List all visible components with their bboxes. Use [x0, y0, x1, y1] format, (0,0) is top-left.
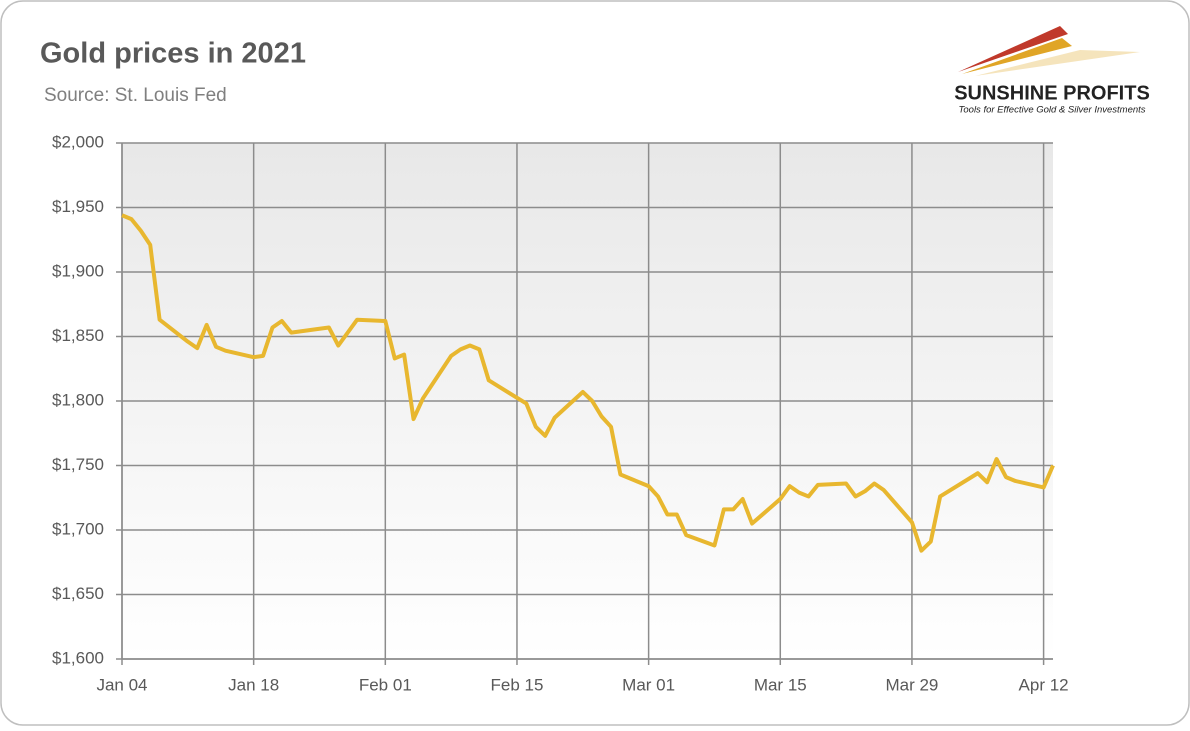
x-tick-label: Jan 18 — [228, 675, 279, 694]
y-tick-label: $1,900 — [52, 261, 104, 280]
x-tick-label: Mar 15 — [754, 675, 807, 694]
logo-streak — [958, 26, 1068, 72]
logo-name: SUNSHINE PROFITS — [954, 82, 1150, 104]
x-tick-label: Feb 15 — [491, 675, 544, 694]
x-tick-label: Jan 04 — [96, 675, 147, 694]
logo-tagline: Tools for Effective Gold & Silver Invest… — [958, 105, 1145, 116]
y-tick-label: $1,950 — [52, 197, 104, 216]
x-tick-label: Mar 01 — [622, 675, 675, 694]
x-tick-label: Feb 01 — [359, 675, 412, 694]
y-tick-label: $1,700 — [52, 519, 104, 538]
logo-streak — [975, 50, 1140, 76]
y-tick-label: $1,800 — [52, 390, 104, 409]
logo: SUNSHINE PROFITS Tools for Effective Gol… — [954, 26, 1150, 116]
y-tick-label: $2,000 — [52, 132, 104, 151]
x-tick-label: Mar 29 — [885, 675, 938, 694]
chart-subtitle: Source: St. Louis Fed — [44, 85, 227, 106]
y-tick-label: $1,750 — [52, 455, 104, 474]
price-line — [121, 213, 1055, 553]
chart-title: Gold prices in 2021 — [40, 38, 306, 70]
x-tick-label: Apr 12 — [1019, 675, 1069, 694]
y-tick-label: $1,850 — [52, 326, 104, 345]
y-tick-label: $1,600 — [52, 648, 104, 667]
y-tick-label: $1,650 — [52, 584, 104, 603]
logo-streak — [962, 38, 1072, 74]
